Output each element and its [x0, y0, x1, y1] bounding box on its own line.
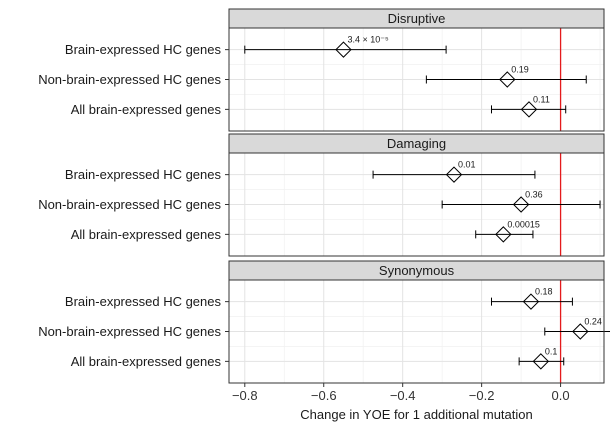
panel-border [228, 27, 605, 132]
point-estimate [522, 293, 540, 310]
p-value-label: 0.00015 [507, 219, 540, 229]
x-tick-label: −0.6 [311, 388, 337, 403]
facet-title: Synonymous [379, 263, 455, 278]
point-estimate [520, 101, 538, 118]
p-value-label: 0.19 [511, 65, 529, 75]
point-estimate [445, 166, 463, 183]
x-axis-title: Change in YOE for 1 additional mutation [300, 407, 532, 422]
panel-border [228, 279, 605, 384]
p-value-label: 0.18 [535, 287, 553, 297]
p-value-label: 0.24 [584, 317, 602, 327]
y-tick-label: All brain-expressed genes [71, 354, 222, 369]
x-tick-label: −0.4 [390, 388, 416, 403]
point-estimate [495, 226, 512, 243]
y-tick-label: Brain-expressed HC genes [65, 42, 222, 57]
p-value-label: 0.36 [525, 190, 543, 200]
y-tick-label: All brain-expressed genes [71, 102, 222, 117]
p-value-label: 0.11 [533, 94, 550, 104]
y-tick-label: Non-brain-expressed HC genes [38, 324, 221, 339]
panel-border [228, 152, 605, 257]
y-tick-label: Non-brain-expressed HC genes [38, 72, 221, 87]
x-tick-label: −0.2 [469, 388, 495, 403]
x-tick-label: 0.0 [552, 388, 570, 403]
y-tick-label: Brain-expressed HC genes [65, 294, 222, 309]
facet-title: Disruptive [388, 11, 446, 26]
point-estimate [499, 71, 516, 88]
point-estimate [512, 196, 530, 213]
facet-title: Damaging [387, 136, 446, 151]
y-tick-label: All brain-expressed genes [71, 227, 222, 242]
point-estimate [532, 353, 550, 370]
x-tick-label: −0.8 [232, 388, 258, 403]
point-estimate [572, 323, 589, 340]
p-value-label: 0.1 [545, 346, 558, 356]
y-tick-label: Non-brain-expressed HC genes [38, 197, 221, 212]
p-value-label: 3.4 × 10⁻⁵ [347, 35, 389, 45]
y-tick-label: Brain-expressed HC genes [65, 167, 222, 182]
point-estimate [335, 41, 352, 58]
p-value-label: 0.01 [458, 160, 476, 170]
